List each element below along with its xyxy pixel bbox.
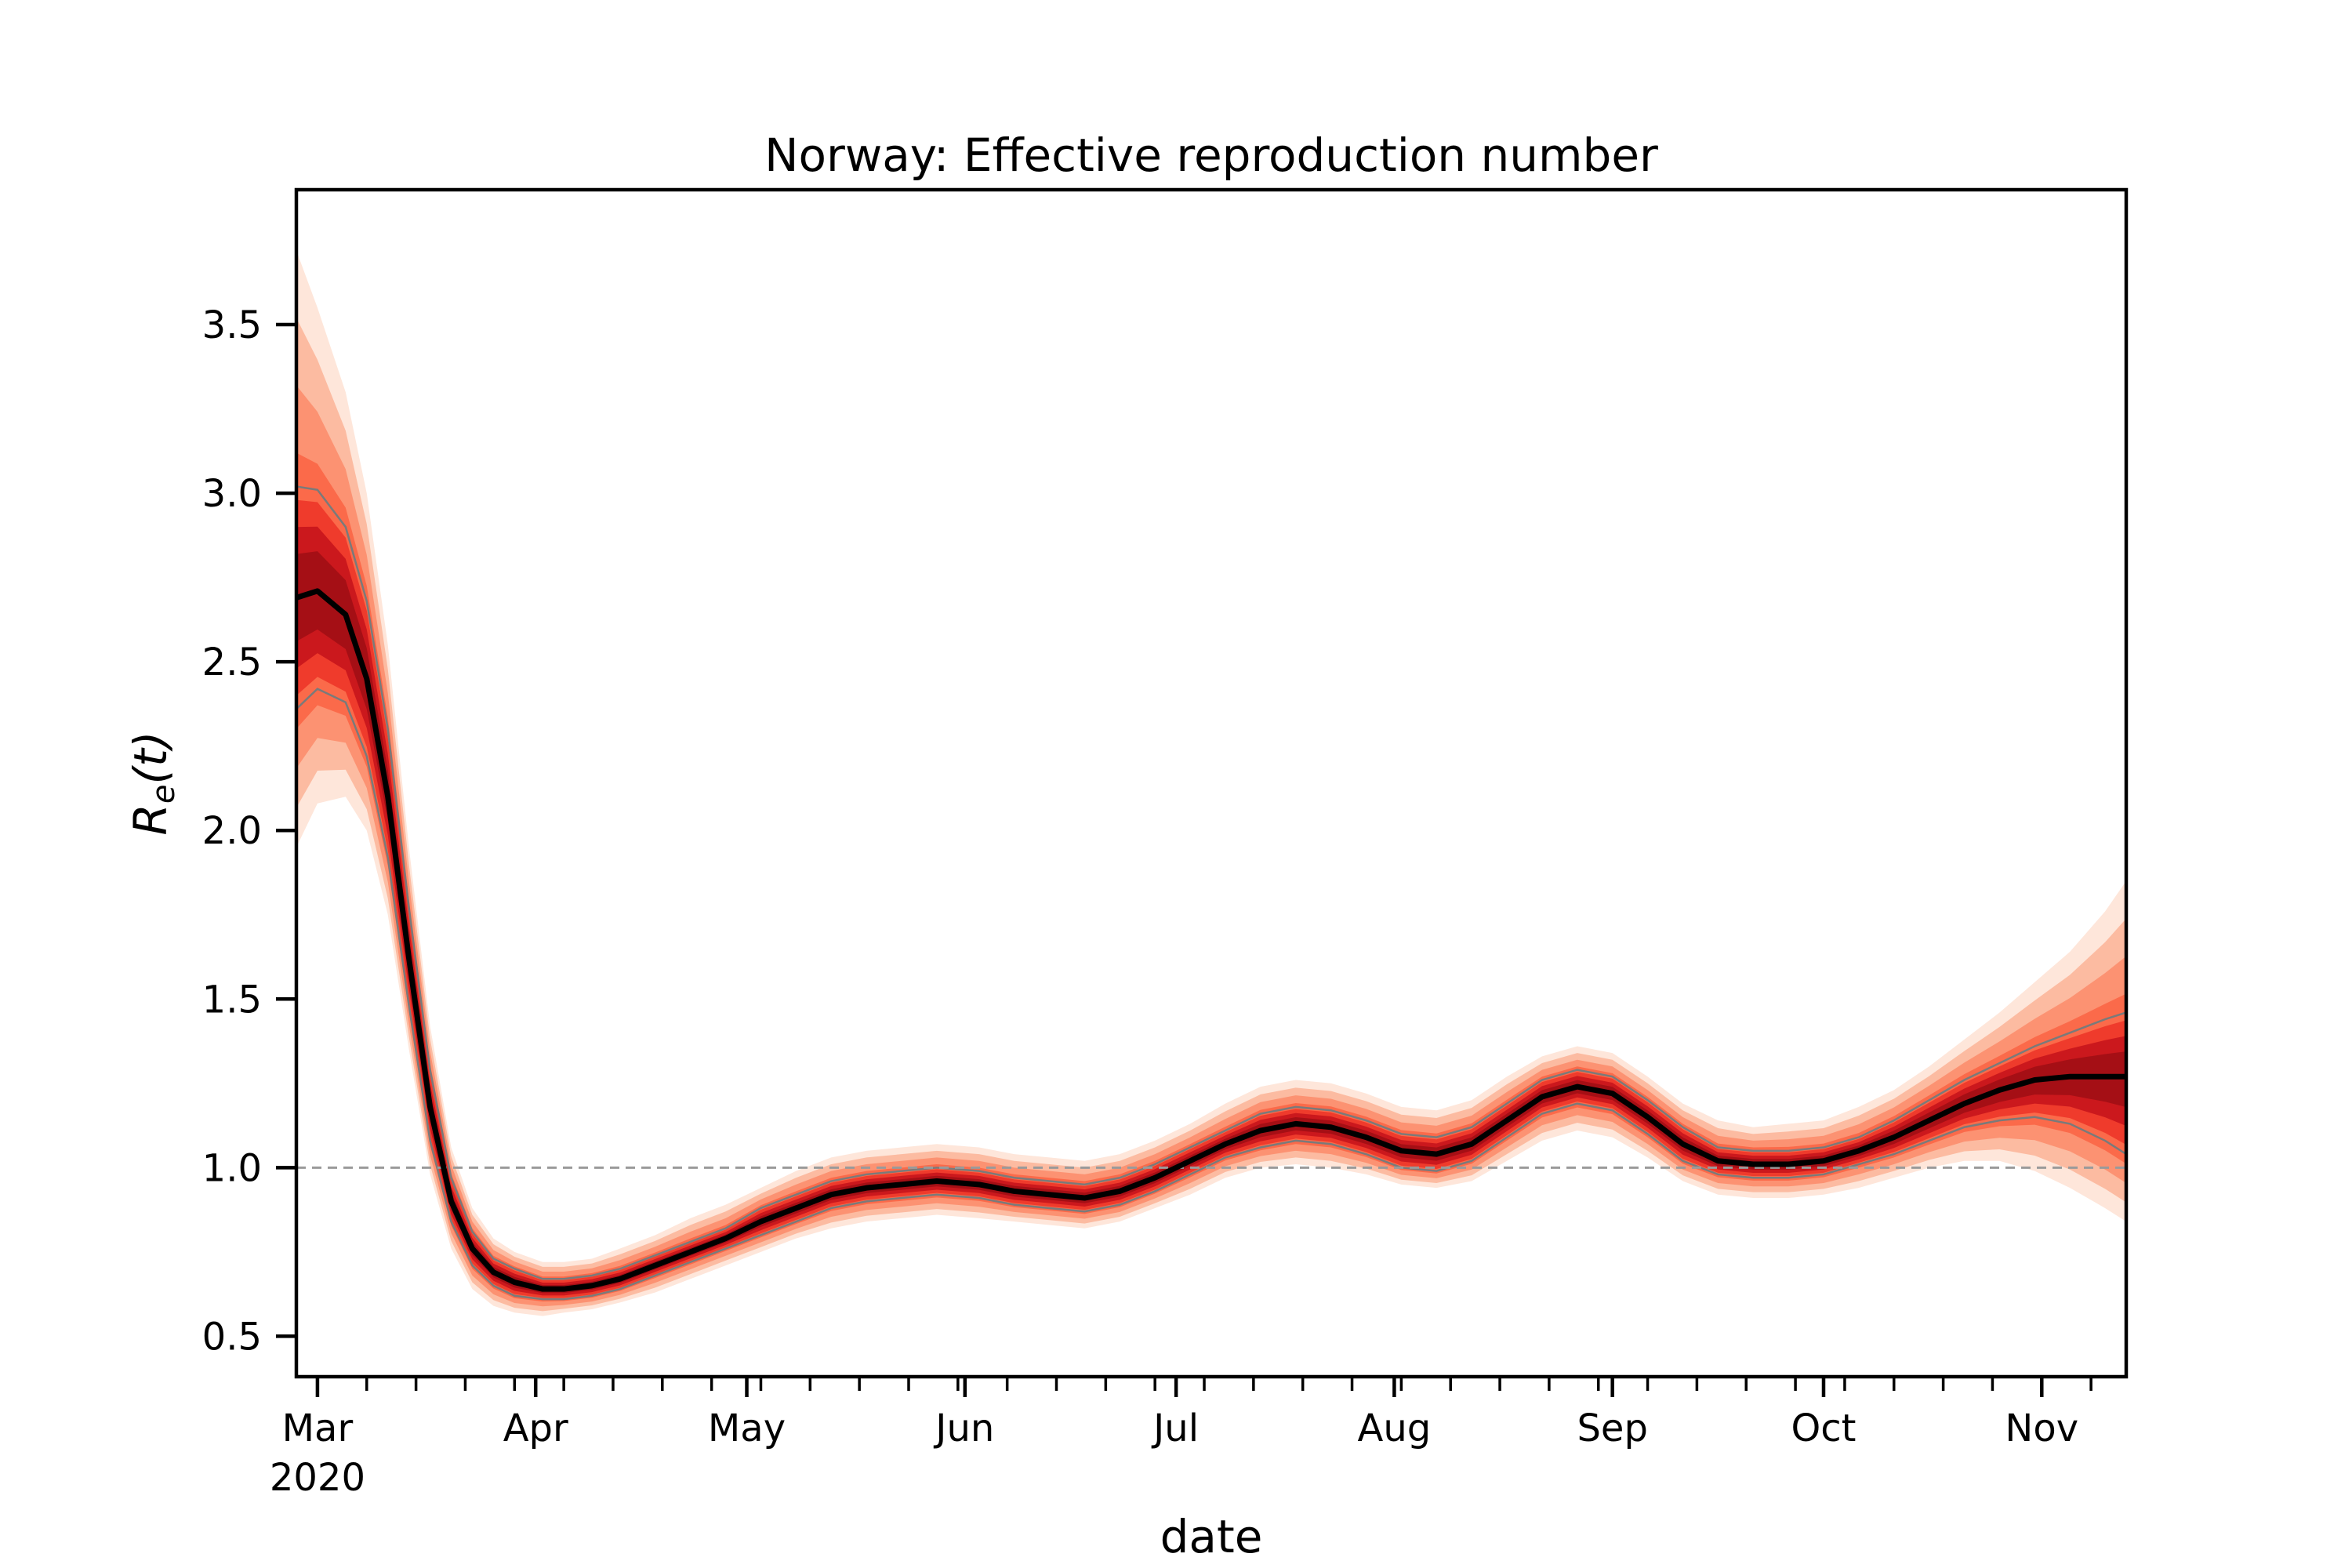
interval-line-p5 [296,688,2126,1301]
x-tick-label: Nov [2005,1406,2078,1450]
y-tick-label: 3.5 [202,303,262,347]
y-tick-label: 0.5 [202,1315,262,1359]
y-tick-label: 2.0 [202,809,262,853]
x-tick-label: Apr [503,1406,568,1450]
y-axis: 0.5 1.0 1.5 2.0 2.5 3.0 3.5 [202,303,296,1359]
x-axis: Mar 2020 Apr May Jun Jul Aug Sep Oct Nov [270,1377,2092,1500]
x-tick-label: Mar [282,1406,354,1450]
x-tick-label: Jul [1151,1406,1199,1450]
x-tick-label: Jun [933,1406,994,1450]
median-line [296,588,2126,1292]
x-tick-label: Aug [1358,1406,1432,1450]
x-tick-sublabel: 2020 [270,1456,365,1500]
y-tick-label: 1.5 [202,978,262,1022]
y-axis-title-sub: e [146,785,182,804]
y-tick-label: 1.0 [202,1146,262,1190]
x-tick-label: Sep [1577,1406,1647,1450]
y-axis-title-main: R [124,804,177,835]
y-tick-label: 3.0 [202,472,262,516]
y-tick-label: 2.5 [202,641,262,684]
chart-title: Norway: Effective reproduction number [764,129,1658,182]
y-axis-title: Re(t) [124,731,182,836]
x-tick-label: Oct [1791,1406,1856,1450]
x-axis-title: date [1160,1510,1263,1563]
plot-frame [294,187,2129,1379]
x-tick-label: May [708,1406,786,1450]
interval-lines [296,485,2126,1301]
interval-line-p95 [296,485,2126,1280]
credible-interval-bands [296,250,2126,1316]
y-axis-title-suffix: (t) [124,731,177,785]
